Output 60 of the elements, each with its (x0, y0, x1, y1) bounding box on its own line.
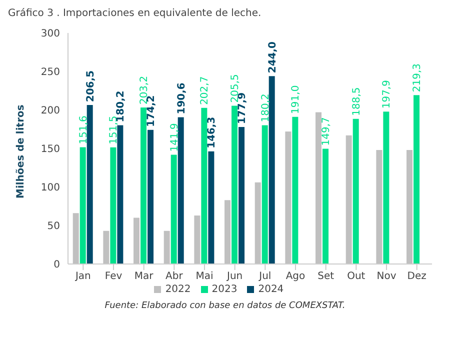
bar (208, 151, 214, 264)
y-tick-label: 150 (40, 144, 60, 156)
data-label: 191,0 (290, 85, 302, 114)
source-note: Fuente: Elaborado con base en datos de COMEXSTAT. (104, 301, 346, 311)
data-label: 177,9 (237, 92, 248, 124)
x-tick-label: Jul (258, 271, 272, 282)
x-tick-label: Ago (286, 271, 306, 282)
x-tick-label: Nov (376, 271, 396, 282)
data-label: 180,2 (260, 94, 272, 122)
bar (170, 154, 177, 264)
bar (262, 125, 268, 264)
x-tick-label: Mar (134, 271, 154, 282)
bar (201, 108, 208, 264)
data-label: 197,9 (382, 80, 393, 109)
chart-title: Gráfico 3 . Importaciones en equivalente de leche. (8, 8, 262, 19)
x-tick-label: Fev (104, 271, 122, 282)
data-label: 219,3 (412, 64, 424, 92)
bar (117, 125, 124, 264)
bar (140, 108, 147, 264)
data-label: 206,5 (85, 70, 96, 102)
legend-label: 2022 (165, 284, 191, 295)
bar (80, 147, 86, 264)
x-tick-label: Out (347, 271, 366, 282)
data-label: 149,7 (321, 117, 332, 146)
bar (86, 104, 93, 264)
x-tick-label: Jun (226, 271, 243, 282)
legend-label: 2023 (212, 284, 238, 295)
bar (148, 130, 154, 264)
data-label: 244,0 (267, 41, 278, 74)
x-tick-label: Abr (166, 271, 184, 282)
bar (232, 106, 238, 264)
data-label: 146,3 (206, 116, 218, 148)
data-label: 190,6 (176, 82, 188, 114)
data-label: 188,5 (351, 87, 362, 116)
y-axis-title: Milhões de litros (16, 104, 27, 198)
bar (178, 117, 184, 264)
y-tick-label: 250 (40, 67, 60, 78)
y-tick-label: 300 (40, 28, 60, 40)
y-tick-label: 200 (40, 106, 60, 117)
bar (352, 118, 359, 264)
bar (238, 127, 245, 264)
bar (414, 95, 420, 264)
bar (110, 147, 116, 264)
x-tick-label: Mai (196, 271, 214, 282)
x-tick-label: Jan (74, 271, 91, 282)
data-label: 174,2 (146, 95, 158, 127)
y-tick-label: 50 (47, 221, 60, 232)
bar (322, 148, 329, 264)
data-label: 141,9 (169, 123, 180, 152)
x-tick-label: Dez (407, 271, 426, 282)
y-tick-label: 100 (40, 182, 60, 194)
y-tick-label: 0 (54, 260, 60, 271)
bar (292, 116, 298, 264)
bar (383, 112, 390, 264)
legend-label: 2024 (258, 284, 284, 295)
x-tick-label: Set (318, 271, 334, 282)
data-label: 180,2 (116, 90, 127, 122)
data-label: 202,7 (200, 76, 211, 105)
bar (268, 76, 275, 264)
data-label: 151,6 (78, 116, 90, 144)
